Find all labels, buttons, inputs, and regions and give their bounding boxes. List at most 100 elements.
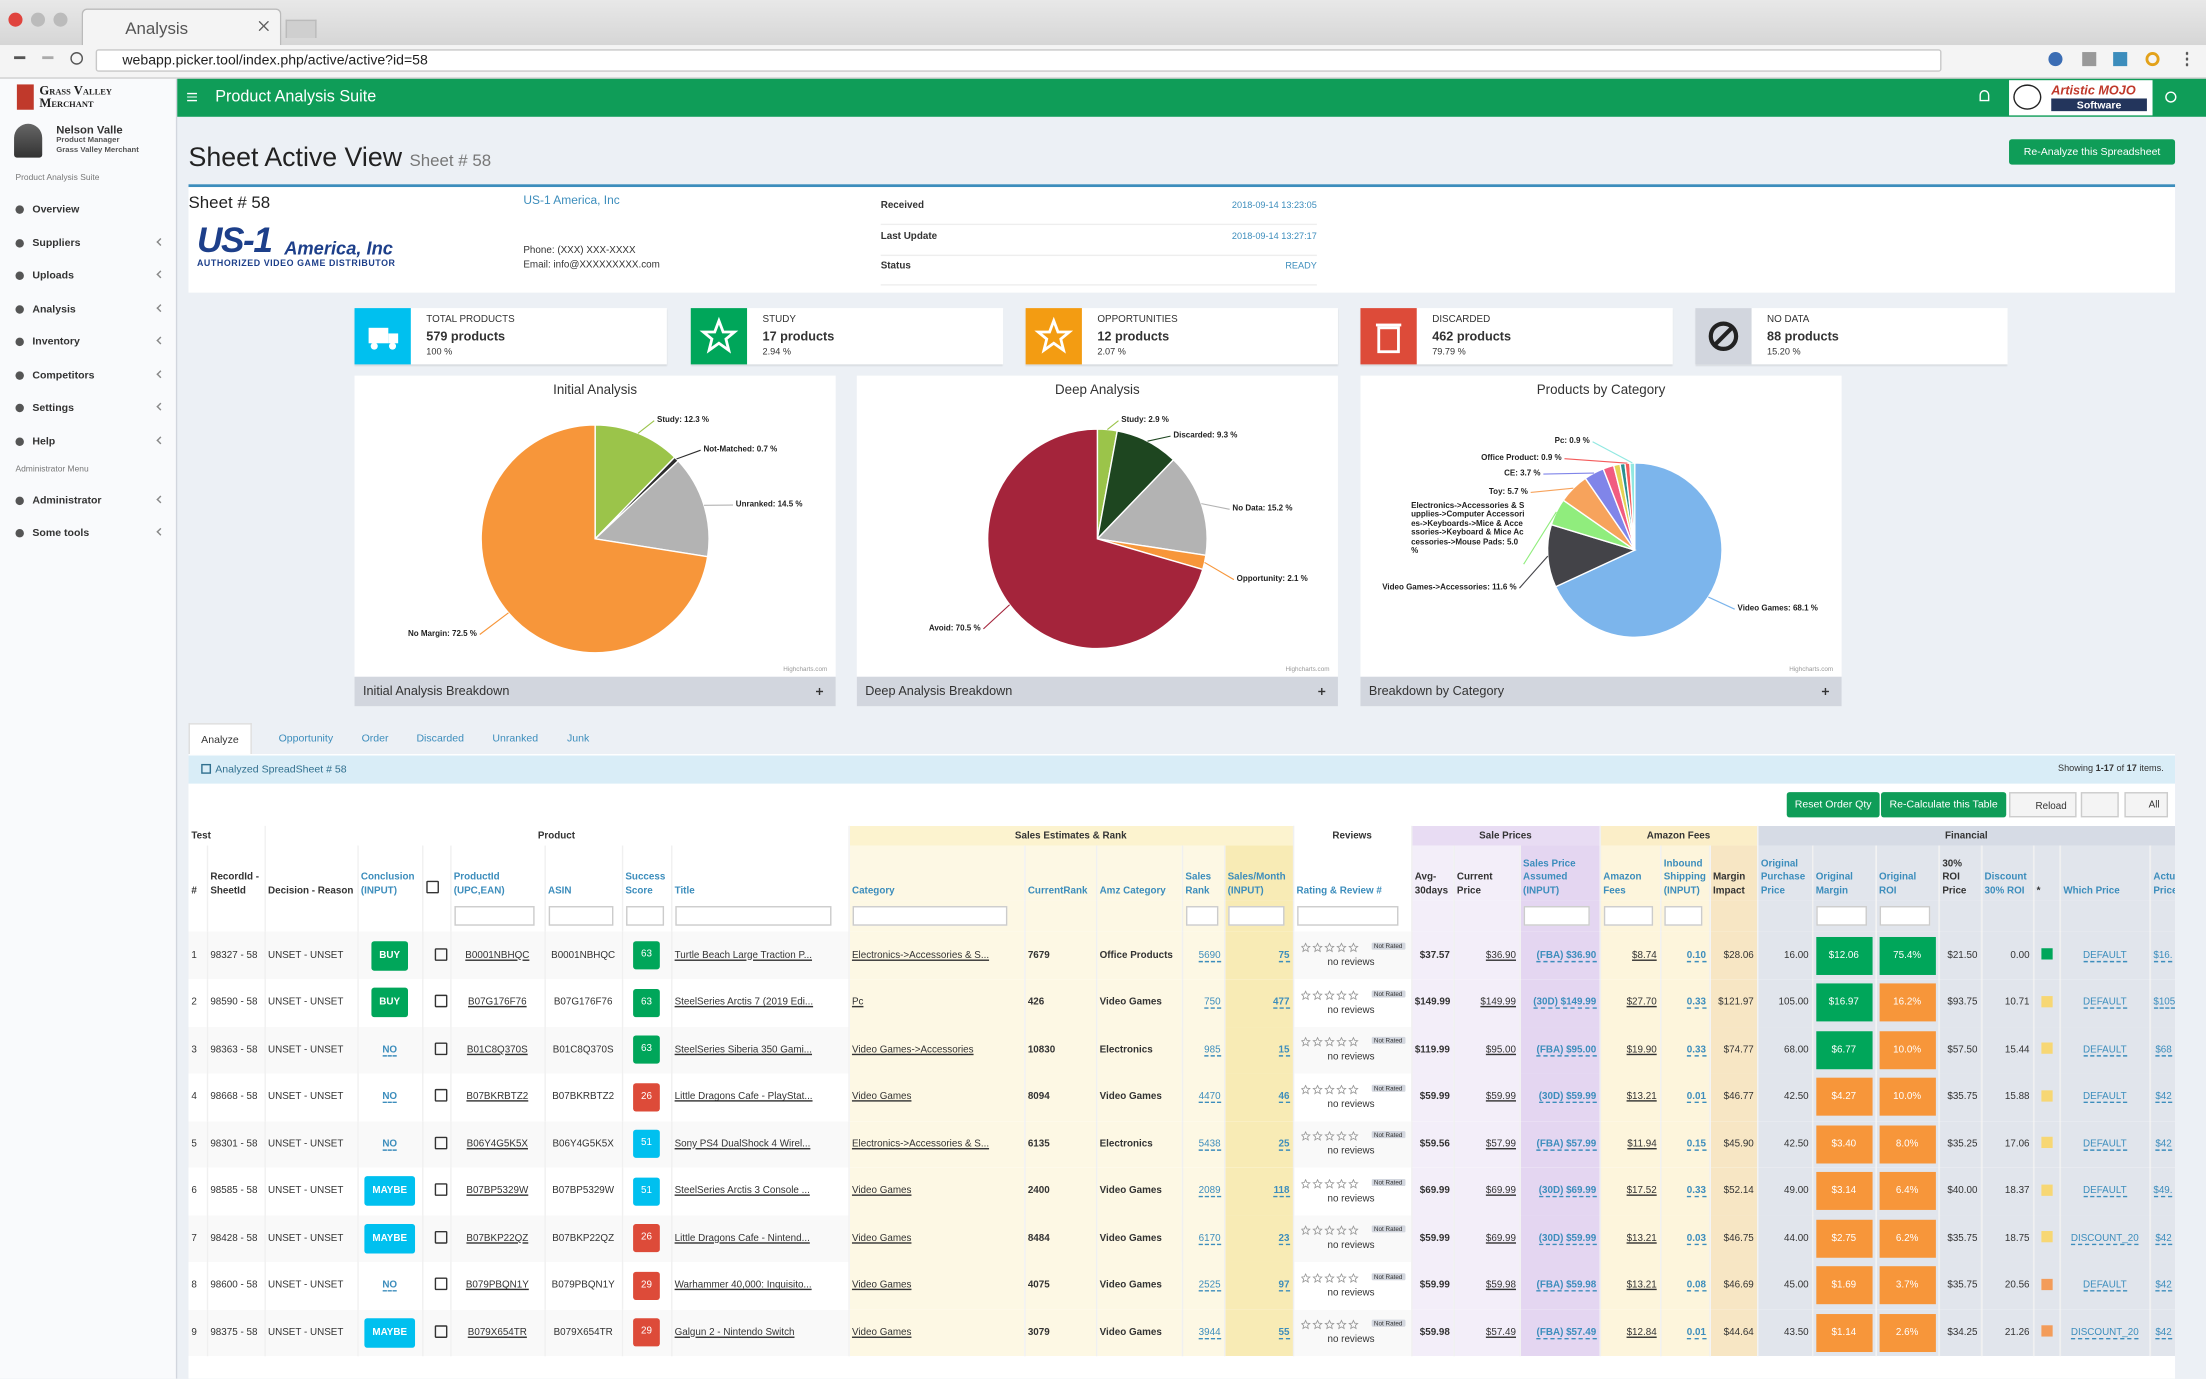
tab[interactable]: Discarded [416,723,464,753]
cell-text[interactable]: DEFAULT [2083,1280,2127,1292]
cell-text[interactable]: (30D) $59.99 [1538,1233,1597,1245]
cell-text[interactable]: 0.01 [1686,1092,1706,1104]
conclusion-link[interactable]: NO [382,1044,398,1057]
maximize-window[interactable] [53,12,68,27]
tab[interactable]: Order [362,723,389,753]
cell-text[interactable]: $57.49 [1485,1327,1517,1338]
extension-icon[interactable] [2113,52,2128,67]
cell-text[interactable]: Electronics->Accessories & S... [851,1139,990,1150]
cell-text[interactable]: $8.74 [1632,950,1657,961]
column-header[interactable]: Amz Category [1096,845,1183,901]
column-header[interactable]: Actual Price [2149,845,2176,901]
extension-icon[interactable] [2082,52,2097,67]
menu-item[interactable]: Settings [15,401,165,414]
cell-text[interactable]: Galgun 2 - Nintendo Switch [674,1327,795,1338]
column-header[interactable]: Sales Price Assumed (INPUT) [1519,845,1601,901]
menu-item[interactable]: Administrator [15,494,165,506]
cell-text[interactable]: 6170 [1198,1233,1221,1245]
conclusion-button[interactable]: MAYBE [363,1223,416,1254]
cell-text[interactable]: 0.08 [1686,1280,1706,1292]
cell-text[interactable]: DISCOUNT_20 [2070,1233,2139,1245]
column-filter[interactable] [547,906,613,926]
cell-text[interactable]: 23 [1278,1233,1290,1245]
cell-text[interactable]: (FBA) $57.49 [1536,1327,1597,1340]
preview-icon[interactable] [434,947,447,961]
column-filter[interactable] [851,906,1008,926]
cell-text[interactable]: 25 [1278,1139,1290,1151]
cell-text[interactable]: DEFAULT [2083,950,2127,962]
cell-text[interactable]: Little Dragons Cafe - Nintend... [674,1233,810,1244]
export-button[interactable] [2080,792,2119,818]
cell-text[interactable]: 750 [1204,997,1221,1010]
cell-text[interactable]: $19.90 [1626,1044,1657,1055]
column-filter[interactable] [1815,906,1868,926]
column-filter[interactable] [625,906,665,926]
column-header[interactable]: Original Purchase Price [1757,845,1813,901]
cell-text[interactable]: DEFAULT [2083,1092,2127,1104]
cell-text[interactable]: B07BP5329W [466,1186,529,1197]
cell-text[interactable]: $59.99 [1485,1092,1517,1102]
preview-icon[interactable] [434,995,447,1008]
cell-text[interactable]: 0.10 [1686,950,1706,962]
cell-text[interactable]: $59.98 [1485,1280,1517,1291]
menu-item[interactable]: Overview [15,203,163,215]
chart-footer[interactable]: Breakdown by Category [1360,676,1842,707]
cell-text[interactable]: 0.15 [1686,1139,1706,1151]
column-header[interactable]: Conclusion (INPUT) [357,845,423,901]
column-filter[interactable] [1879,906,1931,926]
cell-text[interactable]: B0001NBHQC [465,950,530,961]
preview-icon[interactable] [434,1136,447,1150]
preview-icon[interactable] [434,1089,447,1102]
cell-text[interactable]: $105 [2153,997,2176,1010]
cell-text[interactable]: $69.99 [1485,1186,1517,1197]
cell-text[interactable]: DISCOUNT_20 [2070,1327,2139,1340]
cell-text[interactable]: $68 [2155,1044,2172,1057]
preview-icon[interactable] [434,1324,447,1338]
cell-text[interactable]: 15 [1278,1044,1290,1057]
column-header[interactable]: Original Margin [1812,845,1877,901]
cell-text[interactable]: 4470 [1198,1092,1221,1104]
url-field[interactable]: webapp.picker.tool/index.php/active/acti… [95,49,1942,72]
cell-text[interactable]: $42 [2155,1327,2172,1340]
cell-text[interactable]: Little Dragons Cafe - PlayStat... [674,1092,813,1102]
cell-text[interactable]: 0.01 [1686,1327,1706,1340]
cell-text[interactable]: Video Games [851,1280,912,1291]
cell-text[interactable]: 0.33 [1686,1044,1706,1057]
cell-text[interactable]: $36.90 [1485,950,1517,961]
cell-text[interactable]: Pc [851,997,864,1008]
cell-text[interactable]: 97 [1278,1280,1290,1292]
column-filter[interactable] [1603,906,1653,926]
cell-text[interactable]: B06Y4G5K5X [466,1139,529,1150]
preview-icon[interactable] [434,1042,447,1055]
tab[interactable]: Analyze [188,723,252,755]
tab[interactable]: Unranked [492,723,538,753]
cell-text[interactable]: 0.03 [1686,1233,1706,1245]
menu-item[interactable]: Analysis [15,302,165,314]
cell-text[interactable]: $16. [2153,950,2173,962]
cell-text[interactable]: $27.70 [1626,997,1657,1008]
browser-tab[interactable]: Analysis [81,8,282,47]
column-filter[interactable] [1663,906,1703,926]
notifications[interactable] [1979,90,1990,102]
cell-text[interactable]: B07G176F76 [468,997,527,1008]
cell-text[interactable]: $49. [2153,1186,2173,1198]
column-header[interactable]: Inbound Shipping (INPUT) [1660,845,1711,901]
menu-item[interactable]: Competitors [15,368,165,381]
cell-text[interactable]: DEFAULT [2083,1044,2127,1057]
cell-text[interactable]: B01C8Q370S [466,1044,528,1055]
cell-text[interactable]: $13.21 [1626,1280,1657,1291]
reanalyze-button[interactable]: Re-Analyze this Spreadsheet [2009,139,2176,165]
column-filter[interactable] [1227,906,1285,926]
cell-text[interactable]: $42 [2155,1233,2172,1245]
column-filter[interactable] [1523,906,1591,926]
close-window[interactable] [8,12,23,27]
menu-toggle[interactable] [187,92,197,102]
cell-text[interactable]: 0.33 [1686,997,1706,1010]
conclusion-button[interactable]: MAYBE [363,1176,416,1207]
column-header[interactable]: Rating & Review # [1293,845,1412,901]
column-filter[interactable] [1296,906,1399,926]
column-header[interactable]: Success Score [621,845,672,901]
cell-text[interactable]: $13.21 [1626,1092,1657,1102]
cell-text[interactable]: 985 [1204,1044,1221,1057]
extension-icon[interactable] [2145,52,2160,67]
